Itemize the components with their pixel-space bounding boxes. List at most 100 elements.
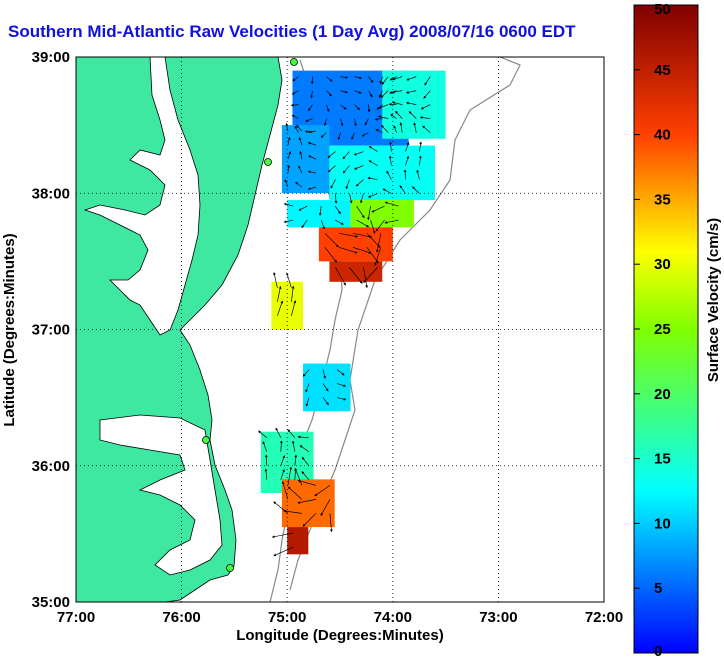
velocity-arrow — [277, 285, 282, 302]
y-axis-label: Latitude (Degrees:Minutes) — [1, 233, 18, 426]
velocity-arrow — [301, 456, 310, 466]
colorbar-tick-label: 40 — [654, 127, 671, 144]
velocity-cell — [382, 70, 446, 139]
velocity-arrow — [360, 193, 364, 204]
velocity-arrow — [287, 486, 303, 500]
velocity-arrow — [298, 137, 303, 146]
velocity-arrow — [282, 481, 289, 500]
velocity-arrow — [371, 205, 385, 213]
velocity-arrow — [294, 454, 298, 466]
velocity-arrow — [335, 267, 346, 286]
velocity-arrow — [310, 90, 314, 99]
x-tick-label: 72:00 — [585, 609, 623, 626]
velocity-arrow — [291, 440, 296, 452]
velocity-arrow — [340, 90, 348, 94]
velocity-arrow — [287, 151, 292, 160]
velocity-arrow — [294, 467, 303, 486]
y-tick-label: 35:00 — [32, 594, 70, 611]
velocity-arrow — [299, 150, 303, 160]
velocity-arrow — [302, 369, 310, 377]
plot-frame — [75, 56, 605, 603]
colorbar-tick-label: 45 — [654, 62, 671, 79]
velocity-arrow — [336, 397, 347, 401]
velocity-arrow — [381, 76, 389, 85]
velocity-cell — [318, 227, 393, 262]
velocity-arrow — [326, 90, 332, 97]
velocity-arrow — [352, 246, 372, 254]
velocity-arrow — [297, 435, 309, 439]
velocity-arrow — [413, 122, 417, 133]
velocity-arrow — [367, 104, 371, 113]
velocity-arrow — [275, 427, 282, 438]
velocity-arrow — [374, 117, 383, 121]
grid-lines — [76, 57, 604, 602]
velocity-arrow — [349, 267, 363, 284]
velocity-arrow — [277, 300, 284, 316]
velocity-arrow — [356, 205, 365, 219]
velocity-arrow — [412, 186, 420, 194]
velocity-arrow — [273, 272, 278, 288]
velocity-arrow — [336, 383, 347, 387]
x-tick-label: 74:00 — [374, 609, 412, 626]
velocity-arrow — [320, 499, 331, 516]
velocity-arrow — [408, 111, 417, 119]
velocity-arrow — [364, 118, 369, 126]
velocity-arrow — [379, 90, 383, 98]
velocity-arrow — [285, 122, 289, 132]
velocity-arrow — [340, 104, 347, 110]
velocity-arrow — [327, 165, 336, 173]
velocity-arrow — [389, 141, 392, 152]
velocity-arrow — [301, 471, 310, 480]
colorbar-tick-label: 10 — [654, 515, 671, 532]
velocity-arrow — [405, 101, 417, 105]
velocity-arrow — [416, 169, 420, 180]
velocity-arrow — [283, 509, 302, 514]
x-tick-label: 76:00 — [162, 609, 200, 626]
velocity-arrow — [298, 165, 303, 174]
y-tick-label: 38:00 — [32, 185, 70, 202]
x-tick-label: 77:00 — [57, 609, 95, 626]
velocity-arrow — [419, 116, 431, 119]
velocity-arrow — [322, 397, 329, 406]
velocity-arrow — [297, 499, 316, 504]
velocity-arrow — [334, 205, 341, 215]
velocity-arrow — [406, 76, 417, 81]
y-tick-label: 39:00 — [32, 49, 70, 66]
velocity-arrow — [392, 76, 403, 81]
chesapeake-bay — [83, 57, 201, 336]
velocity-cell — [329, 261, 383, 282]
velocity-cell — [303, 363, 351, 412]
radar-site — [290, 58, 298, 66]
velocity-arrow — [391, 90, 403, 94]
velocity-arrow — [305, 383, 310, 393]
velocity-arrow — [353, 165, 364, 170]
velocity-arrow — [264, 468, 268, 480]
velocity-arrow — [422, 125, 431, 133]
velocity-arrow — [342, 151, 350, 160]
land-mass — [76, 57, 283, 602]
velocity-arrow — [283, 202, 294, 207]
velocity-arrow — [336, 369, 345, 376]
velocity-arrow — [299, 445, 310, 452]
velocity-cell — [281, 479, 335, 528]
velocity-arrow — [330, 179, 336, 189]
velocity-arrow — [382, 188, 392, 194]
velocity-arrow — [377, 115, 389, 119]
velocity-arrow — [380, 90, 389, 98]
velocity-arrow — [334, 193, 338, 204]
velocity-arrow — [340, 75, 349, 79]
pamlico-sound — [99, 414, 223, 576]
velocity-arrow — [324, 247, 338, 263]
velocity-arrow — [286, 272, 292, 288]
velocity-arrow — [386, 170, 392, 180]
velocity-arrow — [384, 219, 399, 224]
velocity-arrow — [354, 90, 362, 94]
velocity-arrow — [307, 130, 316, 134]
velocity-arrow — [279, 440, 283, 452]
x-axis-label: Longitude (Degrees:Minutes) — [236, 627, 444, 644]
velocity-arrow — [399, 185, 406, 194]
velocity-vectors — [258, 75, 431, 557]
velocity-arrow — [294, 468, 297, 480]
velocity-arrow — [342, 165, 350, 174]
